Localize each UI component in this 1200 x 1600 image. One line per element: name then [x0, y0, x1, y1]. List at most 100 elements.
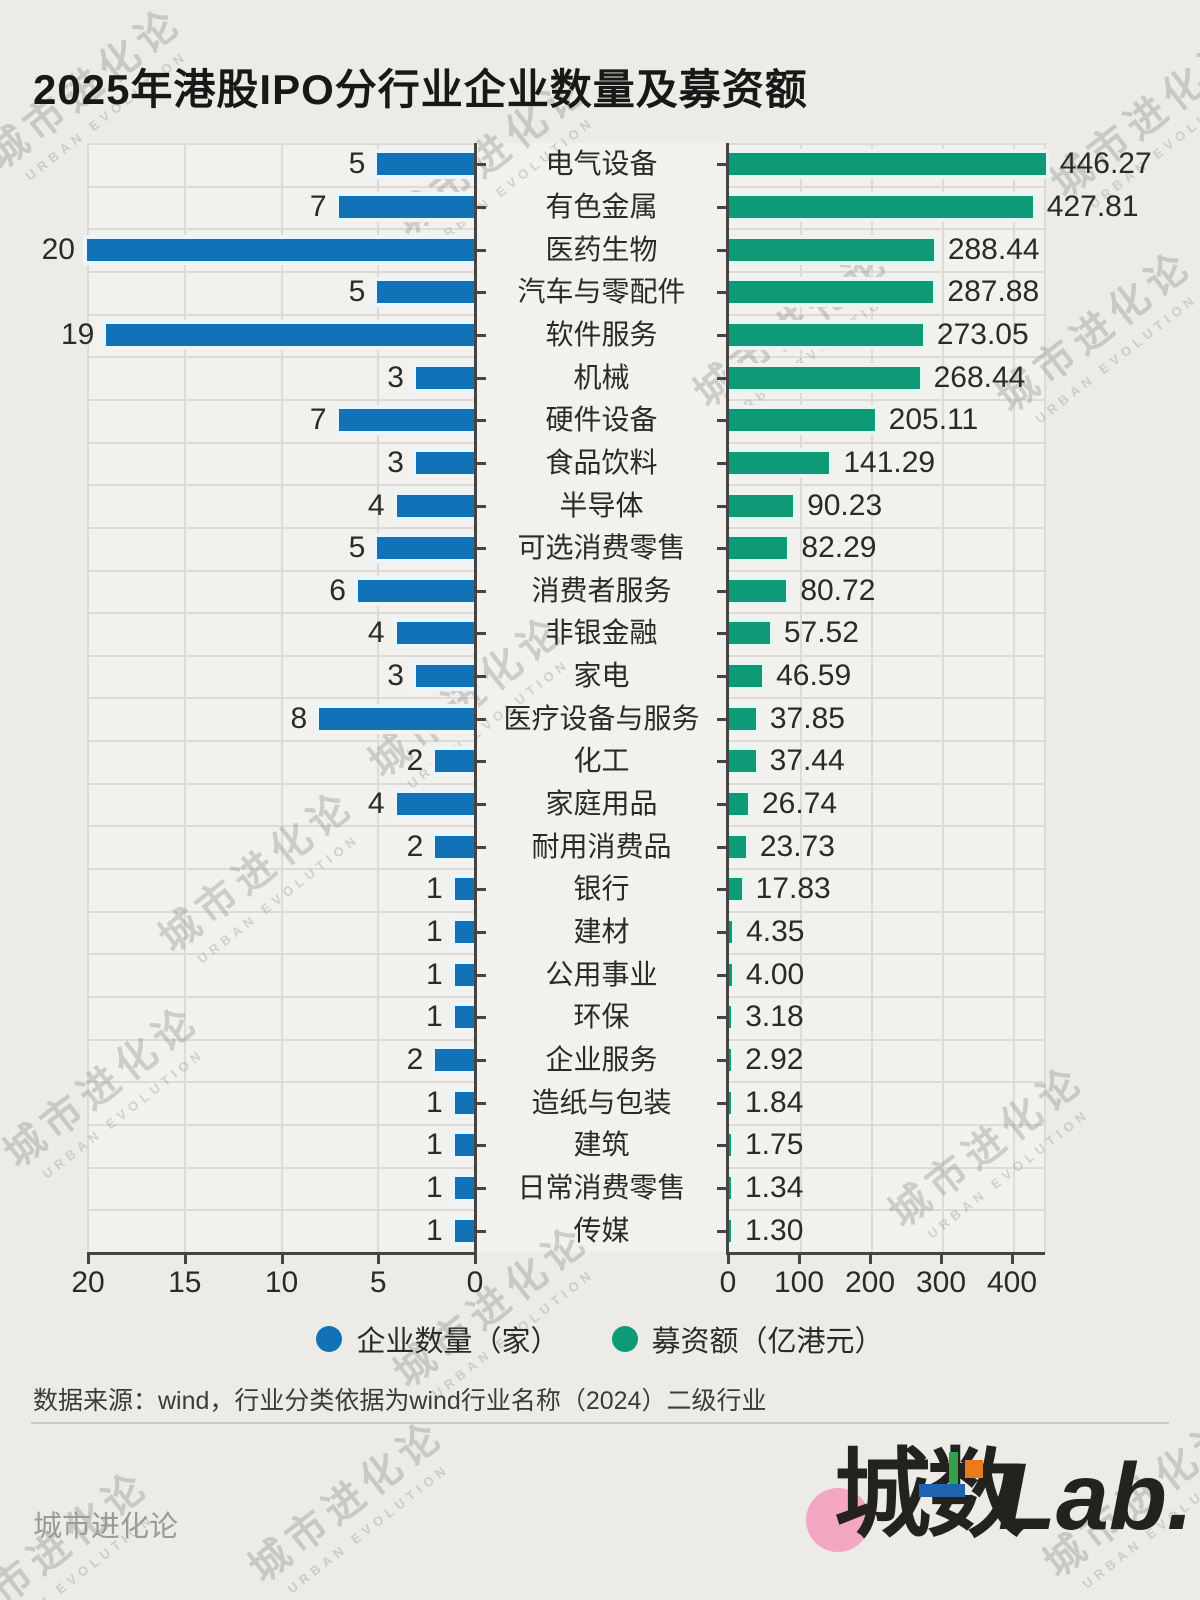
watermark: 城市进化论 URBAN EVOLUTION: [234, 1403, 465, 1600]
h-gridline: [727, 910, 1045, 913]
category-tick: [717, 803, 726, 807]
category-label: 建材: [573, 916, 630, 948]
value-label-raised-amount: 4.00: [745, 957, 805, 991]
bar-company-count: [338, 195, 474, 218]
bar-raised-amount: [729, 537, 788, 560]
category-label: 环保: [573, 1001, 630, 1033]
v-gridline: [942, 143, 945, 1252]
category-tick: [477, 1016, 486, 1020]
brand-text: 城市进化论: [33, 1511, 179, 1543]
v-gridline: [1013, 143, 1016, 1252]
x-axis-tick: [183, 1254, 187, 1264]
value-label-company-count: 1: [425, 915, 443, 949]
category-tick: [477, 931, 486, 935]
value-label-company-count: 3: [387, 360, 404, 394]
bar-company-count: [435, 750, 474, 773]
bar-raised-amount: [729, 494, 794, 517]
value-label-raised-amount: 1.75: [745, 1128, 804, 1162]
logo-lab-text: Lab.: [998, 1444, 1194, 1550]
value-label-company-count: 6: [329, 573, 346, 607]
x-axis-tick-label: 0: [719, 1266, 737, 1299]
h-gridline: [727, 697, 1045, 700]
bar-raised-amount: [729, 1219, 731, 1242]
bar-raised-amount: [729, 281, 934, 304]
bar-raised-amount: [729, 1048, 732, 1071]
category-label: 半导体: [559, 489, 644, 521]
value-label-raised-amount: 1.84: [745, 1085, 804, 1119]
legend-dot-blue: [316, 1326, 343, 1352]
category-tick: [477, 419, 486, 423]
value-label-company-count: 7: [309, 189, 327, 223]
value-label-company-count: 5: [348, 147, 366, 181]
category-tick: [717, 291, 726, 295]
value-label-company-count: 4: [367, 616, 385, 650]
bar-company-count: [454, 1219, 474, 1242]
value-label-company-count: 4: [367, 488, 385, 522]
bar-company-count: [106, 323, 474, 346]
value-label-company-count: 1: [425, 1000, 443, 1034]
cheng-shu-lab-logo: 城数 Lab.: [806, 1440, 1193, 1570]
h-gridline: [727, 1123, 1045, 1126]
watermark-line2: URBAN EVOLUTION: [284, 1460, 453, 1597]
category-tick: [477, 504, 486, 508]
watermark-line1: 城市进化论: [241, 1411, 454, 1592]
h-gridline: [727, 825, 1045, 828]
bar-company-count: [415, 451, 474, 474]
category-tick: [477, 1186, 486, 1190]
bar-raised-amount: [729, 451, 830, 474]
value-label-company-count: 19: [60, 317, 95, 351]
h-gridline: [727, 654, 1045, 657]
h-gridline: [727, 185, 1045, 188]
value-label-raised-amount: 82.29: [801, 531, 877, 565]
bar-raised-amount: [729, 921, 733, 944]
legend-item-raised-amount: 募资额（亿港元）: [611, 1318, 884, 1360]
category-tick: [477, 675, 486, 679]
x-axis-tick-label: 5: [369, 1266, 387, 1299]
x-axis-tick-label: 100: [773, 1266, 825, 1299]
value-label-raised-amount: 37.44: [769, 744, 845, 778]
v-gridline: [87, 143, 89, 1252]
category-tick: [477, 1144, 486, 1148]
category-tick: [477, 461, 486, 465]
h-gridline: [727, 526, 1045, 529]
h-gridline: [727, 953, 1045, 956]
x-axis-tick: [280, 1254, 284, 1264]
category-label: 汽车与零配件: [517, 276, 686, 308]
h-gridline: [727, 356, 1045, 359]
bar-raised-amount: [729, 1176, 731, 1199]
value-label-raised-amount: 37.85: [769, 701, 845, 735]
x-axis-tick-label: 300: [916, 1266, 967, 1299]
category-tick: [717, 1229, 726, 1233]
category-tick: [477, 1229, 486, 1233]
h-gridline: [727, 441, 1045, 444]
category-tick: [717, 1101, 726, 1105]
v-gridline: [280, 143, 283, 1252]
bar-company-count: [454, 1006, 474, 1029]
category-tick: [717, 675, 726, 679]
category-tick: [717, 248, 726, 252]
value-label-raised-amount: 90.23: [807, 488, 883, 522]
x-axis-tick: [869, 1254, 873, 1264]
watermark-line2: URBAN EVOLUTION: [1032, 290, 1200, 427]
bar-company-count: [87, 238, 474, 261]
value-label-company-count: 5: [348, 531, 366, 565]
bar-company-count: [454, 921, 474, 944]
category-label: 化工: [573, 745, 630, 777]
category-tick: [477, 717, 486, 721]
value-label-raised-amount: 1.30: [745, 1213, 804, 1247]
category-tick: [717, 717, 726, 721]
h-gridline: [727, 1166, 1045, 1169]
logo-deco-blue-icon: [919, 1484, 965, 1497]
bar-company-count: [357, 579, 474, 602]
value-label-raised-amount: 1.34: [745, 1170, 804, 1204]
bar-company-count: [435, 835, 474, 858]
h-gridline: [727, 228, 1045, 231]
category-label: 银行: [573, 873, 630, 905]
h-gridline: [727, 1209, 1045, 1212]
bar-company-count: [377, 153, 474, 176]
v-gridline: [183, 143, 186, 1252]
bar-company-count: [454, 1091, 474, 1114]
page-title: 2025年港股IPO分行业企业数量及募资额: [33, 66, 808, 113]
value-label-company-count: 1: [425, 1213, 443, 1247]
